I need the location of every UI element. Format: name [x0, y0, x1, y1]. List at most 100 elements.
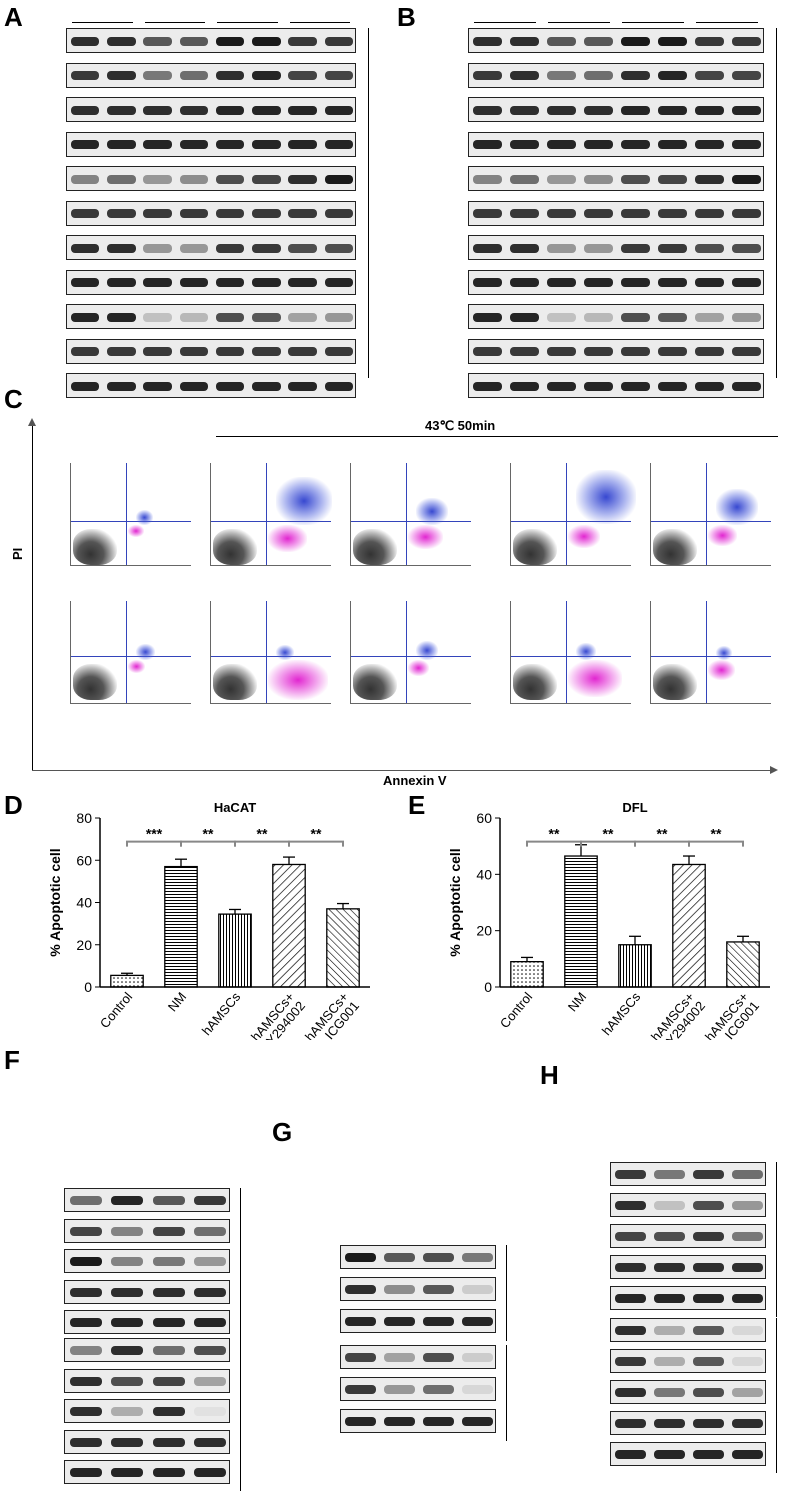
protein-band	[615, 1388, 646, 1397]
protein-band	[693, 1450, 724, 1459]
protein-band	[111, 1287, 144, 1297]
bar	[564, 855, 598, 988]
protein-band	[288, 174, 317, 184]
protein-band	[621, 381, 650, 391]
protein-band	[621, 105, 650, 115]
protein-band	[547, 312, 576, 322]
protein-band	[473, 140, 502, 149]
quadrant-line-horizontal	[71, 521, 191, 522]
protein-band	[384, 1417, 415, 1426]
bar	[218, 913, 252, 988]
protein-band	[732, 243, 761, 253]
protein-band	[654, 1388, 685, 1397]
protein-band	[152, 1468, 185, 1477]
protein-band	[288, 381, 317, 391]
bar	[110, 974, 144, 988]
blot-row	[64, 1249, 230, 1273]
protein-band	[143, 381, 172, 391]
protein-band	[584, 381, 613, 391]
protein-band	[288, 105, 317, 115]
protein-band	[215, 140, 245, 149]
protein-band	[510, 381, 539, 391]
protein-band	[462, 1385, 493, 1394]
protein-band	[732, 174, 761, 184]
scatter-cluster-early-apoptotic	[128, 660, 146, 674]
blot-row	[340, 1245, 496, 1269]
significance-label: ***	[146, 826, 163, 842]
protein-band	[695, 347, 724, 356]
protein-band	[615, 1170, 646, 1179]
protein-band	[111, 1376, 144, 1386]
blot-row	[610, 1411, 766, 1435]
blot-row	[340, 1377, 496, 1401]
protein-band	[69, 1346, 102, 1355]
protein-band	[215, 381, 245, 391]
protein-band	[732, 1201, 763, 1210]
protein-band	[194, 1226, 227, 1236]
protein-band	[288, 347, 317, 356]
bar	[510, 960, 544, 988]
x-tick-label-line: NM	[165, 989, 189, 1014]
panel-a-blot-row	[66, 131, 356, 157]
protein-band	[324, 105, 353, 115]
significance-bracket	[126, 840, 182, 847]
protein-band	[510, 36, 539, 46]
blot-row	[610, 1318, 766, 1342]
y-tick-label: 60	[476, 810, 492, 826]
protein-band	[179, 174, 208, 184]
y-tick-label: 20	[476, 923, 492, 939]
protein-band	[510, 174, 539, 184]
chart-d-hacat: HaCAT 0 20 40 60 80 % Apoptotic cell Control NM…	[47, 800, 370, 1040]
blot-row	[340, 1309, 496, 1333]
protein-band	[547, 381, 576, 391]
protein-band	[288, 140, 317, 149]
protein-band	[658, 312, 687, 322]
panel-a-blot-row	[66, 200, 356, 226]
protein-band	[473, 312, 502, 322]
protein-band	[69, 1468, 102, 1477]
y-tick-label: 0	[484, 979, 492, 995]
protein-band	[621, 243, 650, 253]
protein-band	[473, 347, 502, 356]
group-underline	[474, 22, 536, 23]
panel-a-blot-row	[66, 166, 356, 191]
panel-b-blot-row	[468, 269, 764, 295]
blot-row	[64, 1338, 230, 1362]
quadrant-line-vertical	[126, 463, 127, 565]
protein-band	[621, 347, 650, 356]
protein-band	[107, 140, 136, 149]
protein-band	[111, 1318, 144, 1327]
scatter-cluster-live	[73, 664, 117, 700]
protein-band	[473, 278, 502, 287]
protein-band	[384, 1385, 415, 1394]
protein-band	[179, 278, 208, 287]
protein-band	[732, 1263, 763, 1272]
protein-band	[345, 1253, 376, 1262]
protein-band	[179, 381, 208, 391]
protein-band	[695, 36, 724, 46]
bar	[672, 863, 706, 988]
protein-band	[473, 243, 502, 253]
quadrant-line-vertical	[406, 463, 407, 565]
scatter-cluster-live	[213, 529, 257, 565]
protein-band	[732, 312, 761, 322]
protein-band	[194, 1376, 227, 1386]
protein-band	[473, 36, 502, 46]
protein-band	[143, 312, 172, 322]
protein-band	[111, 1226, 144, 1236]
protein-band	[621, 36, 650, 46]
protein-band	[152, 1196, 185, 1205]
x-tick-label: Control	[97, 989, 135, 1031]
protein-band	[693, 1201, 724, 1210]
blot-row	[610, 1286, 766, 1310]
protein-band	[384, 1285, 415, 1294]
protein-band	[423, 1353, 454, 1362]
y-axis-label: % Apoptotic cell	[47, 848, 63, 956]
panel-a-cell-bracket	[368, 28, 369, 378]
protein-band	[615, 1201, 646, 1210]
significance-label: **	[711, 826, 722, 842]
protein-band	[69, 1196, 102, 1205]
quadrant-line-horizontal	[651, 656, 771, 657]
protein-band	[732, 1419, 763, 1428]
protein-band	[423, 1385, 454, 1394]
